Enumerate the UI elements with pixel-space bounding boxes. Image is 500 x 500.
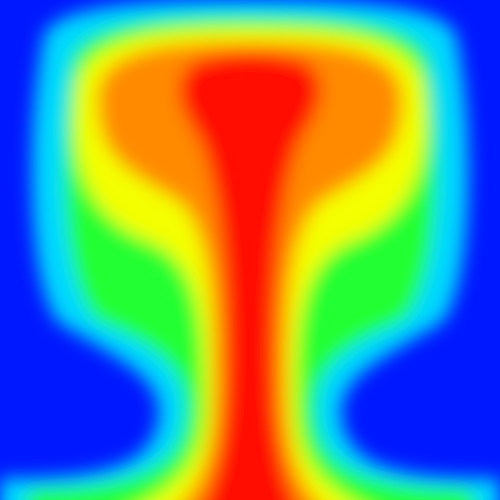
red-core <box>179 52 321 500</box>
